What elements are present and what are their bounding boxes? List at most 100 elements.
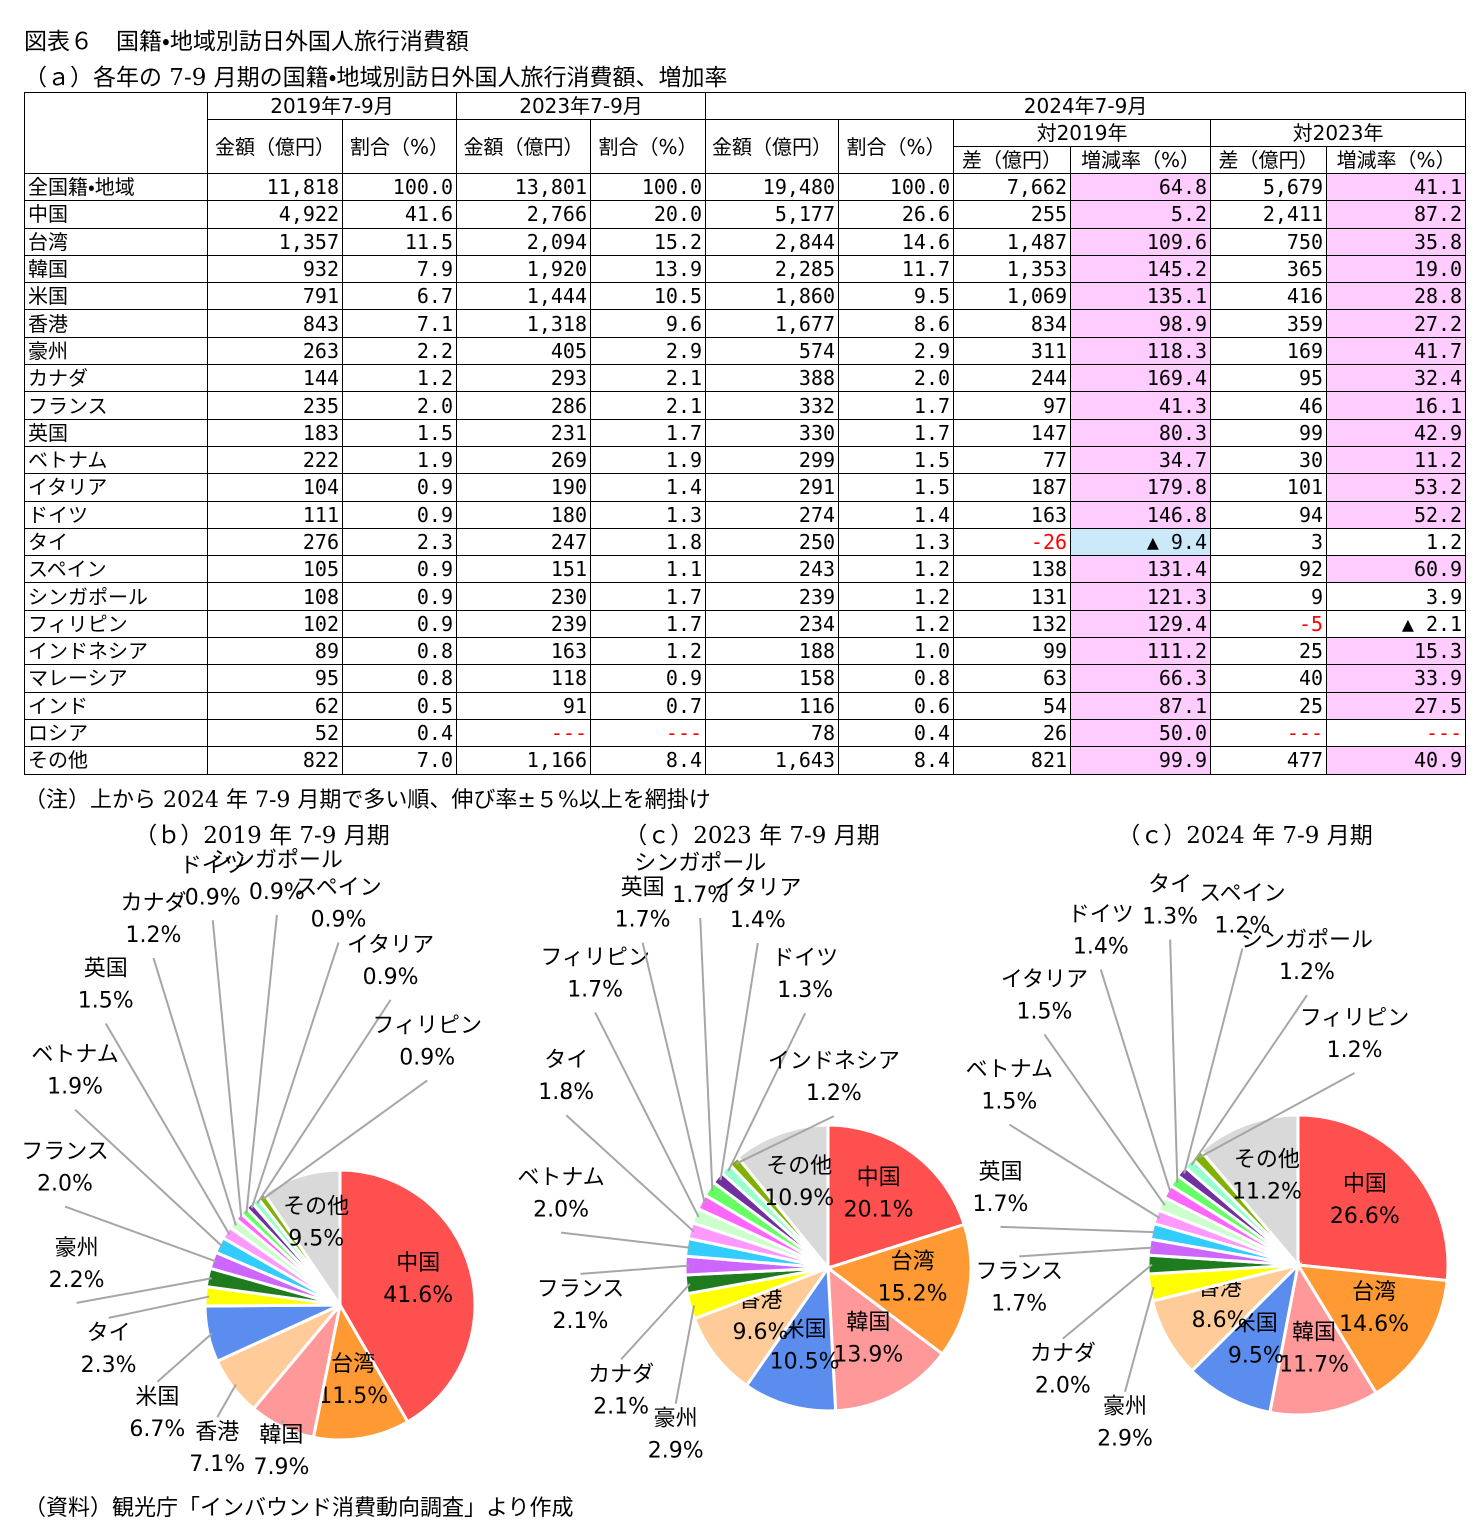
row-label: フィリピン <box>24 609 208 639</box>
table-cell: 98.9 <box>1070 309 1212 338</box>
leader-line <box>1019 1246 1154 1258</box>
leader-line <box>152 957 237 1226</box>
slice-value: 1.9% <box>47 1075 103 1100</box>
table-cell: 255 <box>953 200 1072 229</box>
table-cell: 11.5 <box>341 227 458 256</box>
row-label: ベトナム <box>24 445 208 475</box>
table-cell: 11.2 <box>1326 445 1467 475</box>
subtitle: （ａ）各年の 7-9 月期の国籍・地域別訪日外国人旅行消費額、増加率 <box>24 65 728 91</box>
table-cell: 2,844 <box>705 227 840 256</box>
slice-label: ベトナム <box>31 1043 118 1068</box>
leader-line <box>1062 1263 1153 1340</box>
table-cell: -5 <box>1210 609 1328 639</box>
table-cell: 1,444 <box>456 282 592 311</box>
table-cell: 100.0 <box>838 172 955 202</box>
slice-label: 豪州 <box>55 1236 99 1261</box>
table-cell: 2.1 <box>590 391 707 420</box>
slice-value: 9.5% <box>1228 1343 1284 1368</box>
table-cell: 41.3 <box>1070 391 1212 420</box>
table-cell: 1.8 <box>590 527 707 557</box>
table-cell: 27.5 <box>1326 691 1467 720</box>
table-cell: 33.9 <box>1326 664 1467 693</box>
slice-value: 1.7% <box>615 908 671 933</box>
table-cell: 187 <box>953 473 1072 502</box>
table-cell: 11.7 <box>838 254 955 284</box>
row-label: その他 <box>24 746 208 775</box>
slice-label: カナダ <box>120 891 186 916</box>
table-cell: 32.4 <box>1326 364 1467 393</box>
slice-value: 7.9% <box>253 1455 309 1480</box>
slice-value: 10.9% <box>764 1186 834 1211</box>
group-header: 2024年7-9月 <box>705 92 1467 120</box>
column-header: 金額（億円） <box>705 119 840 174</box>
slice-value: 1.2% <box>1327 1038 1383 1063</box>
slice-value: 0.9% <box>249 880 305 905</box>
table-cell: 263 <box>207 336 343 366</box>
row-label: ロシア <box>24 718 208 748</box>
table-cell: 932 <box>207 254 343 284</box>
table-cell: 147 <box>953 418 1072 447</box>
table-cell: 95 <box>207 664 343 693</box>
table-cell: 791 <box>207 282 343 311</box>
table-cell: 2.2 <box>341 336 458 366</box>
slice-label: タイ <box>87 1321 131 1346</box>
table-cell: 13.9 <box>590 254 707 284</box>
slice-value: 1.4% <box>730 908 786 933</box>
table-cell: 27.2 <box>1326 309 1467 338</box>
table-cell: 1,677 <box>705 309 840 338</box>
table-cell: 52.2 <box>1326 500 1467 529</box>
slice-label: 韓国 <box>259 1423 303 1448</box>
row-label: カナダ <box>24 364 208 393</box>
table-cell: 131 <box>953 582 1072 611</box>
table-cell: 0.9 <box>341 582 458 611</box>
table-cell: 1.4 <box>838 500 955 529</box>
table-cell: 66.3 <box>1070 664 1212 693</box>
slice-value: 41.6% <box>383 1283 453 1308</box>
table-cell: 109.6 <box>1070 227 1212 256</box>
slice-label: 香港 <box>195 1420 239 1445</box>
table-cell: 145.2 <box>1070 254 1212 284</box>
subgroup-header: 対2023年 <box>1210 119 1467 147</box>
leader-line <box>674 1305 696 1404</box>
table-cell: 64.8 <box>1070 172 1212 202</box>
table-cell: 2.3 <box>341 527 458 557</box>
subgroup-header: 対2019年 <box>953 119 1212 147</box>
table-cell: 1.3 <box>838 527 955 557</box>
slice-value: 1.4% <box>1073 935 1129 960</box>
table-cell: 222 <box>207 445 343 475</box>
leader-line <box>1183 948 1244 1174</box>
slice-label: タイ <box>1148 872 1192 897</box>
slice-value: 11.2% <box>1232 1180 1302 1205</box>
row-label: インドネシア <box>24 637 208 666</box>
table-cell: 1.5 <box>838 473 955 502</box>
slice-label: 英国 <box>621 876 665 901</box>
slice-value: 1.2% <box>1214 913 1270 938</box>
table-cell: -26 <box>953 527 1072 557</box>
table-cell: 14.6 <box>838 227 955 256</box>
slice-value: 1.7% <box>567 977 623 1002</box>
slice-value: 2.1% <box>553 1309 609 1334</box>
table-cell: 108 <box>207 582 343 611</box>
table-cell: 8.4 <box>838 746 955 775</box>
table-cell: 41.6 <box>341 200 458 229</box>
leader-line <box>735 1115 835 1165</box>
table-cell: 169 <box>1210 336 1328 366</box>
column-header: 金額（億円） <box>456 119 592 174</box>
row-label: 豪州 <box>24 336 208 366</box>
slice-value: 1.2% <box>806 1081 862 1106</box>
table-cell: 60.9 <box>1326 555 1467 584</box>
slice-value: 11.5% <box>318 1384 388 1409</box>
table-cell: 1.2 <box>838 582 955 611</box>
table-cell: 244 <box>953 364 1072 393</box>
slice-label: カナダ <box>1030 1342 1096 1367</box>
slice-label: フランス <box>21 1140 109 1165</box>
table-cell: 822 <box>207 746 343 775</box>
slice-label: 韓国 <box>846 1311 890 1336</box>
column-header: 割合（%） <box>590 119 707 174</box>
column-header: 差（億円） <box>953 146 1072 174</box>
slice-value: 0.9% <box>311 908 367 933</box>
table-cell: 359 <box>1210 309 1328 338</box>
slice-value: 26.6% <box>1330 1204 1400 1229</box>
leader-line <box>560 1231 691 1249</box>
slice-label: その他 <box>1234 1148 1300 1173</box>
